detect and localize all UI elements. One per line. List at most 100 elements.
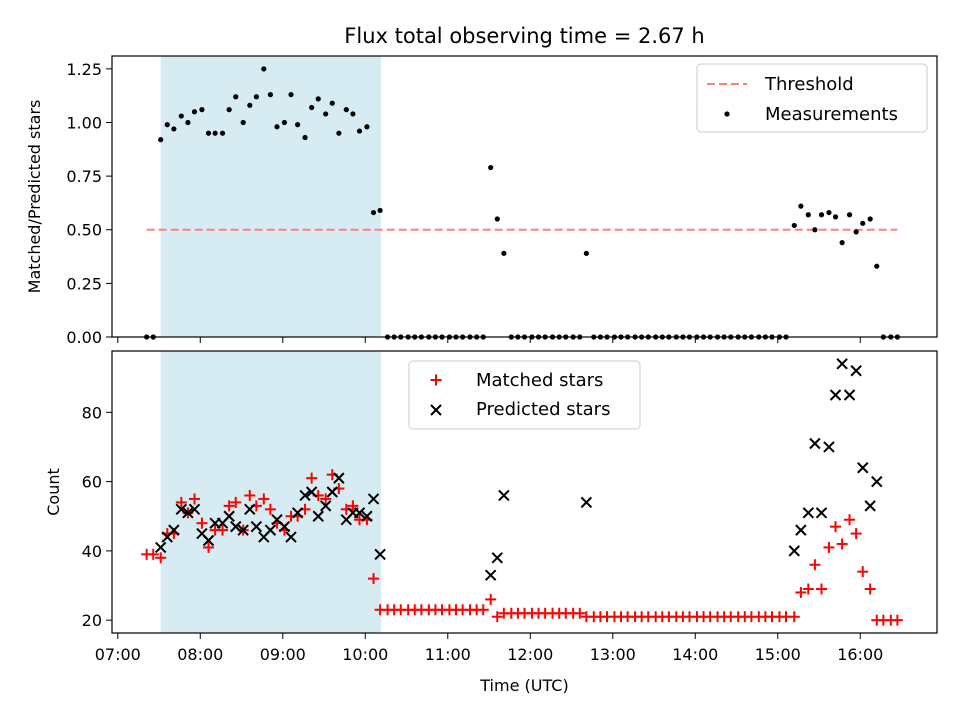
- y-tick-label: 80: [82, 403, 102, 422]
- x-tick-label: 10:00: [342, 645, 388, 664]
- matched-star-marker: [816, 583, 827, 595]
- measurement-point: [832, 214, 839, 220]
- matched-star-marker: [857, 566, 869, 578]
- top-y-axis: 0.00 0.25 0.50 0.75 1.00 1.25: [66, 60, 112, 347]
- x-tick-label: 08:00: [177, 645, 223, 664]
- measurement-point: [846, 212, 853, 218]
- matched-star-marker: [477, 604, 489, 616]
- predicted-star-marker: [305, 486, 318, 498]
- matched-star-marker: [306, 472, 318, 484]
- measurement-point: [171, 126, 177, 132]
- measurement-point: [199, 107, 205, 113]
- bottom-y-axis-label: Count: [44, 468, 63, 516]
- measurement-point: [247, 102, 253, 108]
- matched-star-marker: [491, 611, 503, 623]
- measurement-point: [226, 107, 232, 113]
- measurement-point: [494, 216, 500, 222]
- predicted-star-marker: [223, 510, 235, 522]
- matched-star-marker: [485, 593, 497, 605]
- measurement-point: [274, 124, 280, 130]
- predicted-star-marker: [278, 520, 291, 533]
- measurement-point: [323, 111, 329, 117]
- predicted-star-marker: [788, 545, 800, 557]
- matched-star-marker: [217, 524, 229, 536]
- matched-star-marker: [347, 500, 359, 512]
- measurement-point: [261, 66, 267, 72]
- matched-star-marker: [574, 607, 586, 619]
- measurement-point: [364, 124, 370, 130]
- predicted-star-marker: [809, 437, 821, 450]
- matched-star-marker: [223, 500, 235, 512]
- measurement-point: [288, 92, 294, 98]
- y-tick-label: 60: [82, 473, 102, 492]
- predicted-star-marker: [237, 524, 249, 536]
- predicted-star-marker: [802, 507, 815, 519]
- matched-star-marker: [864, 583, 876, 595]
- predicted-star-marker: [836, 358, 848, 370]
- matched-star-marker: [258, 493, 270, 505]
- measurement-point: [860, 220, 866, 226]
- bottom-y-axis: 20 40 60 80: [82, 403, 112, 630]
- y-tick-label: 1.25: [66, 60, 102, 79]
- measurement-point: [295, 122, 301, 128]
- predicted-star-marker: [326, 486, 338, 498]
- measurement-point: [488, 164, 494, 171]
- y-tick-label: 20: [82, 611, 102, 630]
- matched-star-marker: [264, 503, 276, 515]
- top-legend[interactable]: Threshold Measurements: [696, 63, 928, 133]
- measurement-point: [350, 111, 356, 117]
- legend-threshold-label: Threshold: [764, 74, 854, 95]
- measurement-point: [501, 250, 507, 256]
- matched-star-marker: [320, 493, 332, 505]
- y-tick-label: 40: [82, 542, 102, 561]
- predicted-star-marker: [367, 493, 380, 505]
- measurement-point: [818, 212, 825, 218]
- measurement-point: [253, 94, 259, 100]
- measurement-point: [853, 229, 859, 235]
- predicted-star-marker: [299, 489, 311, 502]
- measurement-point: [805, 212, 811, 218]
- measurement-point: [233, 94, 239, 100]
- predicted-star-marker: [871, 475, 883, 488]
- y-tick-label: 1.00: [66, 113, 102, 132]
- predicted-star-marker: [154, 541, 167, 554]
- top-y-axis-label: Matched/Predicted stars: [25, 100, 44, 294]
- measurement-point: [158, 137, 164, 143]
- predicted-star-marker: [361, 510, 373, 522]
- observing-window-shade: [160, 351, 381, 633]
- predicted-star-markers: [154, 358, 883, 581]
- legend-measurements-swatch: [724, 111, 730, 117]
- measurement-point: [798, 203, 804, 209]
- measurement-point: [191, 109, 198, 115]
- predicted-star-marker: [498, 489, 510, 502]
- matched-star-marker: [809, 559, 821, 571]
- predicted-star-marker: [374, 548, 386, 561]
- bottom-legend-box: [408, 360, 641, 430]
- predicted-star-marker: [795, 524, 807, 536]
- matched-star-markers: [141, 469, 903, 626]
- matched-star-marker: [836, 538, 848, 550]
- count-panel: 20 40 60 80 07:00 08:00 09:00 10:00 11:00 12:00 1…: [44, 350, 938, 695]
- predicted-star-marker: [815, 507, 828, 519]
- bottom-legend[interactable]: Matched stars Predicted stars: [408, 360, 641, 430]
- measurement-point: [185, 119, 191, 126]
- predicted-star-marker: [175, 503, 188, 516]
- predicted-star-marker: [484, 569, 497, 581]
- measurement-point: [839, 240, 845, 246]
- flux-ratio-panel: Flux total observing time = 2.67 h 0.000…: [25, 24, 938, 347]
- bottom-x-axis: 07:00 08:00 09:00 10:00 11:00 12:00 13:00 14:00…: [95, 633, 883, 664]
- matched-star-marker: [891, 614, 903, 626]
- matched-star-marker: [155, 552, 167, 564]
- measurement-point: [281, 119, 288, 126]
- matched-star-marker: [244, 489, 256, 501]
- predicted-star-marker: [244, 503, 256, 516]
- legend-predicted-swatch: [430, 404, 442, 416]
- x-tick-label: 09:00: [260, 645, 306, 664]
- matched-star-marker: [196, 517, 208, 529]
- predicted-star-marker: [291, 507, 304, 519]
- predicted-star-marker: [491, 552, 503, 564]
- predicted-star-marker: [250, 520, 263, 533]
- matched-star-marker: [203, 541, 215, 553]
- top-x-ticks: [117, 337, 861, 343]
